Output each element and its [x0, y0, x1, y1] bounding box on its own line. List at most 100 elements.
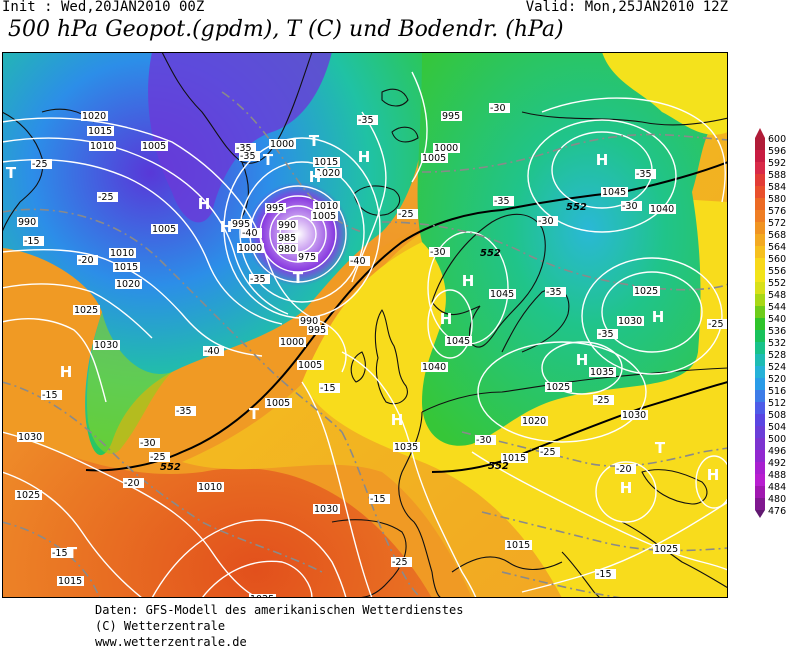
isobars-text: 1010 [314, 201, 338, 212]
temp-labels: -35-30-35-35-25-35-25-30-25-30-35-15-40-… [23, 103, 728, 580]
temps-label: -15 [595, 569, 616, 580]
temps-text: -35 [598, 329, 614, 340]
scale-color-band [755, 474, 765, 486]
isobars-text: 1030 [94, 340, 118, 351]
temps-text: -25 [398, 209, 414, 220]
scale-value: 580 [768, 194, 786, 205]
temps-text: -35 [236, 143, 252, 154]
isobars-label: 1020 [315, 168, 342, 179]
isobars-text: 1030 [314, 504, 338, 515]
isobars-text: 1015 [114, 262, 138, 273]
isobars-text: 1035 [590, 367, 614, 378]
temps-text: -30 [430, 247, 446, 258]
temps-text: -30 [622, 201, 638, 212]
scale-value: 476 [768, 506, 786, 517]
temps-text: -35 [240, 151, 256, 162]
isobars-text: 995 [308, 325, 326, 336]
isobars-label: 1010 [109, 248, 136, 259]
scale-color-band [755, 150, 765, 162]
isobars-text: 1035 [394, 442, 418, 453]
isobars-text: 1025 [250, 594, 274, 598]
isobars-label: 1045 [489, 289, 516, 300]
temps-text: -25 [150, 452, 166, 463]
isobars-label: 1005 [151, 224, 178, 235]
isobars-label: 1025 [653, 544, 680, 555]
isobars-text: 1025 [634, 286, 658, 297]
isobars-text: 1025 [16, 490, 40, 501]
isobars-text: 975 [298, 252, 316, 263]
scale-top-tip [755, 128, 765, 138]
scale-value: 520 [768, 374, 786, 385]
scale-color-band [755, 186, 765, 198]
scale-color-band [755, 414, 765, 426]
scale-color-band [755, 210, 765, 222]
temps-text: -20 [78, 255, 94, 266]
isobars-label: 1005 [265, 398, 292, 409]
isobars-text: 1015 [502, 453, 526, 464]
temps-label: -20 [77, 255, 98, 266]
temps-text: -30 [140, 438, 156, 449]
scale-color-band [755, 162, 765, 174]
temps-label: -35 [249, 274, 270, 285]
isobars-text: 995 [442, 111, 460, 122]
isobars-label: 1035 [393, 442, 420, 453]
scale-value: 516 [768, 386, 786, 397]
isobars-text: 1000 [434, 143, 458, 154]
isobars-label: 995 [441, 111, 462, 122]
isobars-text: 1020 [522, 416, 546, 427]
temps-label: -30 [537, 216, 558, 227]
footer-website[interactable]: www.wetterzentrale.de [95, 635, 247, 649]
temps-label: -35 [357, 115, 378, 126]
scale-value: 508 [768, 410, 786, 421]
isobars-label: 1030 [617, 316, 644, 327]
temps-label: -25 [97, 192, 118, 203]
temps-label: -25 [539, 447, 560, 458]
scale-color-band [755, 318, 765, 330]
scale-value: 600 [768, 134, 786, 145]
temps-text: -35 [494, 196, 510, 207]
scale-value: 532 [768, 338, 786, 349]
temps-text: -15 [320, 383, 336, 394]
temps-label: -25 [149, 452, 170, 463]
temps-text: -35 [358, 115, 374, 126]
temps-label: -35 [239, 151, 260, 162]
isobars-label: 990 [277, 220, 298, 231]
scale-color-band [755, 354, 765, 366]
isobars-text: 1000 [280, 337, 304, 348]
isobars-text: 995 [232, 219, 250, 230]
isobars-text: 1025 [654, 544, 678, 555]
temps-label: -15 [51, 548, 72, 559]
scale-value: 564 [768, 242, 786, 253]
footer-copyright: (C) Wetterzentrale [95, 619, 226, 633]
scale-color-band [755, 450, 765, 462]
isobars-label: 1000 [237, 243, 264, 254]
isobars-text: 990 [278, 220, 296, 231]
scale-value: 540 [768, 314, 786, 325]
isobars-label: 985 [277, 233, 298, 244]
temps-text: -25 [32, 159, 48, 170]
isobars-label: 1005 [141, 141, 168, 152]
isobar-lines [2, 71, 728, 598]
temps-label: -25 [397, 209, 418, 220]
temps-label: -30 [489, 103, 510, 114]
temps-label: -20 [615, 464, 636, 475]
isobars-text: 1005 [298, 360, 322, 371]
low-pressure-marker: T [6, 164, 17, 182]
scale-value: 544 [768, 302, 786, 313]
isobars-text: 990 [300, 316, 318, 327]
high-pressure-marker: H [707, 466, 720, 484]
init-time: Init : Wed,20JAN2010 00Z [2, 0, 205, 15]
scale-color-band [755, 258, 765, 270]
yellow-topright [602, 52, 728, 135]
isobars-text: 1040 [422, 362, 446, 373]
temps-label: -35 [635, 169, 656, 180]
high-pressure-marker: H [358, 148, 371, 166]
isobars-label: 1000 [433, 143, 460, 154]
temps-text: -35 [546, 287, 562, 298]
isobars-text: 1030 [622, 410, 646, 421]
scale-value: 512 [768, 398, 786, 409]
east-trough [417, 52, 728, 446]
isobars-label: 990 [299, 316, 320, 327]
scale-value: 480 [768, 494, 786, 505]
temps-text: -25 [594, 395, 610, 406]
